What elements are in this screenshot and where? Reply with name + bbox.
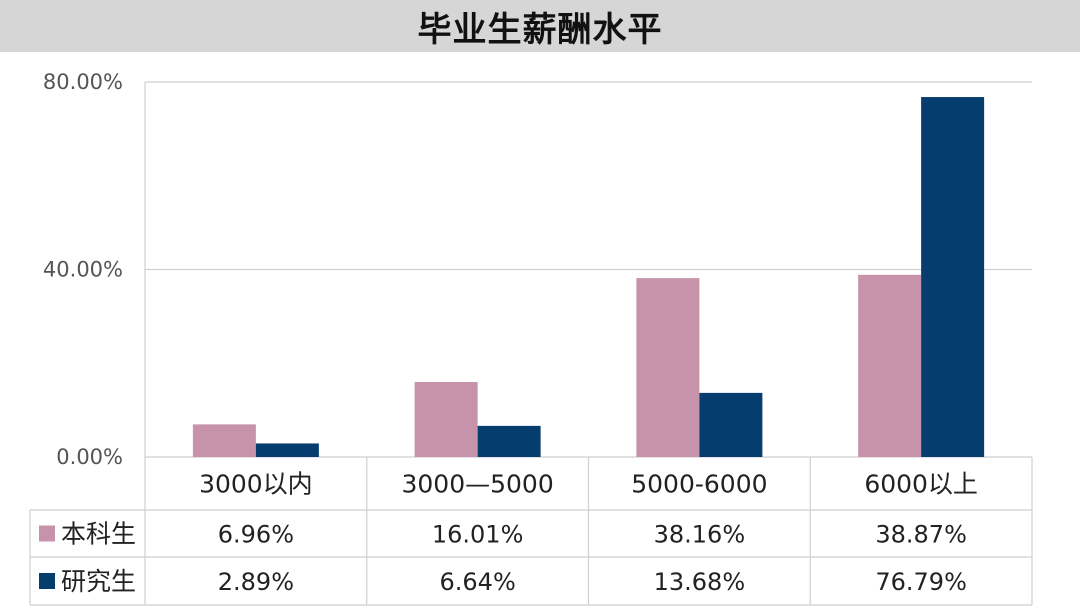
y-tick-label: 40.00% — [43, 258, 123, 282]
legend-swatch — [39, 573, 55, 589]
data-label: 6.64% — [440, 568, 516, 596]
bar-undergrad — [858, 274, 922, 457]
category-label: 5000-6000 — [631, 470, 767, 499]
data-label: 38.87% — [875, 521, 967, 549]
chart-title: 毕业生薪酬水平 — [417, 9, 663, 50]
bars — [192, 97, 985, 457]
title-bar: 毕业生薪酬水平 — [0, 0, 1080, 52]
bar-undergrad — [414, 381, 478, 457]
data-label: 76.79% — [875, 568, 967, 596]
data-label: 38.16% — [654, 521, 746, 549]
bar-grad — [477, 425, 541, 457]
bar-grad — [255, 443, 319, 457]
data-label: 13.68% — [654, 568, 746, 596]
y-axis-ticks: 0.00% 40.00% 80.00% — [43, 70, 123, 469]
data-label: 6.96% — [218, 521, 294, 549]
data-label: 16.01% — [432, 521, 524, 549]
y-tick-label: 80.00% — [43, 70, 123, 94]
category-label: 3000—5000 — [402, 470, 554, 499]
category-label: 3000以内 — [199, 470, 313, 499]
category-label: 6000以上 — [864, 470, 978, 499]
bar-grad — [699, 392, 763, 457]
bar-undergrad — [192, 424, 256, 457]
bar-undergrad — [636, 278, 700, 457]
legend-swatch — [39, 525, 55, 542]
data-label: 2.89% — [218, 568, 294, 596]
bar-grad — [921, 97, 985, 457]
y-tick-label: 0.00% — [56, 445, 123, 469]
legend-label: 本科生 — [61, 520, 136, 549]
legend-label: 研究生 — [61, 567, 136, 596]
